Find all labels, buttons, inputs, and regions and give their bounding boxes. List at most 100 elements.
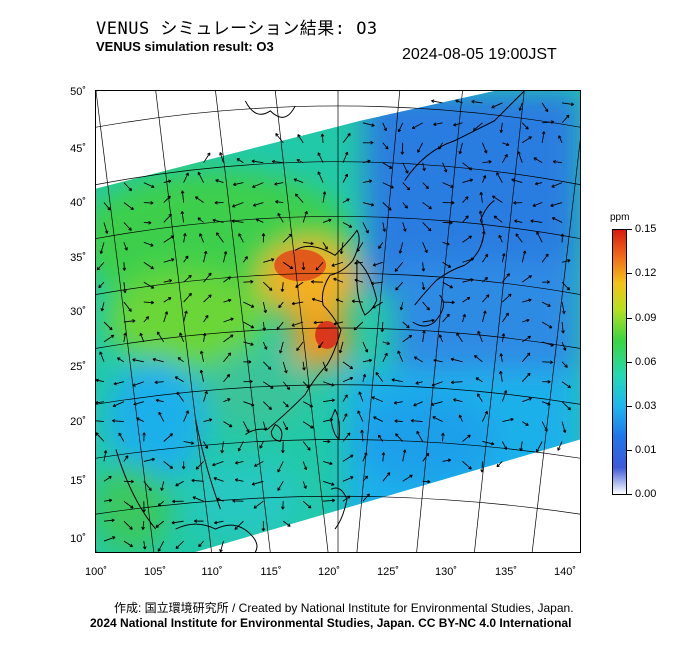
wind-arrow — [462, 434, 471, 442]
wind-arrow — [532, 202, 543, 207]
lon-label-110: 110˚ — [201, 566, 223, 578]
wind-arrow — [499, 370, 503, 382]
wind-arrow — [160, 481, 165, 491]
wind-arrow — [262, 301, 268, 314]
lon-label-130: 130˚ — [434, 566, 458, 578]
wind-arrow — [415, 381, 423, 385]
wind-arrow — [342, 394, 348, 402]
wind-arrow — [163, 195, 171, 203]
wind-arrow — [143, 201, 154, 205]
wind-arrow — [282, 261, 294, 270]
wind-arrow — [342, 198, 350, 203]
wind-arrow — [541, 321, 553, 329]
wind-arrow — [302, 461, 308, 471]
wind-arrow — [223, 298, 232, 303]
wind-arrow — [261, 521, 266, 532]
colorbar-tick — [627, 450, 632, 451]
wind-arrow — [302, 500, 312, 509]
wind-arrow — [501, 312, 509, 323]
wind-arrow — [499, 353, 504, 362]
wind-arrow — [491, 195, 503, 203]
wind-arrow — [123, 500, 134, 509]
wind-arrow — [297, 134, 304, 144]
wind-arrow — [216, 497, 224, 502]
wind-arrow — [522, 298, 532, 303]
wind-arrow — [315, 261, 324, 271]
wind-arrow — [154, 380, 164, 385]
wind-arrow — [313, 320, 324, 325]
wind-arrow-grid — [96, 99, 575, 552]
wind-arrow — [362, 493, 371, 502]
colorbar-label-0.12: 0.12 — [635, 267, 657, 279]
wind-arrow — [123, 540, 133, 548]
wind-arrow — [262, 361, 272, 370]
wind-arrow — [339, 242, 344, 255]
wind-arrow — [402, 334, 413, 343]
wind-arrow — [142, 432, 146, 442]
colorbar-label-0.06: 0.06 — [635, 356, 657, 368]
wind-arrow — [252, 202, 264, 207]
wind-arrow — [262, 281, 273, 291]
wind-arrow — [133, 401, 144, 406]
wind-arrow — [530, 219, 543, 223]
wind-arrow — [542, 379, 551, 384]
wind-arrow — [513, 201, 523, 205]
coastlines — [115, 91, 525, 552]
wind-arrow — [397, 122, 404, 133]
wind-arrow — [458, 142, 463, 155]
wind-arrow — [279, 341, 284, 354]
wind-arrow — [362, 341, 369, 353]
wind-arrow — [342, 476, 354, 482]
wind-arrow — [362, 475, 369, 482]
wind-arrow — [116, 357, 125, 363]
wind-arrow — [477, 330, 483, 343]
wind-arrow — [458, 414, 463, 422]
wind-arrow — [275, 133, 284, 144]
wind-arrow — [263, 381, 274, 389]
wind-arrow — [236, 158, 244, 164]
wind-arrow — [303, 241, 314, 246]
wind-arrow — [422, 479, 431, 484]
wind-arrow — [496, 172, 503, 183]
wind-arrow — [277, 212, 284, 223]
wind-arrow — [342, 151, 349, 163]
wind-arrow — [482, 441, 495, 446]
wind-arrow — [362, 358, 373, 363]
lon-label-100: 100˚ — [84, 566, 108, 578]
wind-arrow — [123, 282, 127, 294]
wind-arrow — [234, 520, 244, 530]
wind-arrow — [203, 272, 212, 283]
lat-label-35: 35˚ — [70, 252, 86, 264]
wind-arrow — [276, 321, 284, 331]
wind-arrow — [296, 159, 304, 164]
wind-arrow — [323, 439, 331, 444]
lon-label-115: 115˚ — [260, 566, 282, 578]
wind-arrow — [521, 372, 531, 383]
wind-arrow — [163, 258, 175, 263]
wind-arrow — [493, 215, 503, 223]
wind-arrow — [476, 393, 483, 402]
wind-arrow — [322, 398, 335, 403]
wind-arrow — [277, 461, 284, 473]
wind-arrow — [271, 159, 284, 164]
wind-arrow — [333, 277, 344, 283]
wind-arrow — [310, 280, 324, 284]
wind-arrow — [103, 498, 113, 503]
wind-arrow — [202, 332, 207, 342]
wind-arrow — [358, 391, 364, 402]
colorbar-unit: ppm — [610, 212, 630, 223]
wind-arrow — [203, 418, 213, 422]
wind-arrow — [214, 200, 224, 205]
wind-arrow — [561, 281, 571, 291]
colorbar-label-0.00: 0.00 — [635, 488, 657, 500]
wind-arrow — [158, 411, 165, 422]
wind-arrow — [560, 233, 565, 243]
wind-arrow — [243, 341, 254, 346]
wind-arrow — [237, 441, 244, 452]
wind-arrow — [413, 401, 423, 407]
wind-arrow — [234, 460, 244, 465]
wind-arrow — [233, 182, 244, 187]
wind-arrow — [342, 173, 348, 183]
wind-arrow — [175, 540, 184, 550]
wind-arrow — [395, 433, 404, 442]
